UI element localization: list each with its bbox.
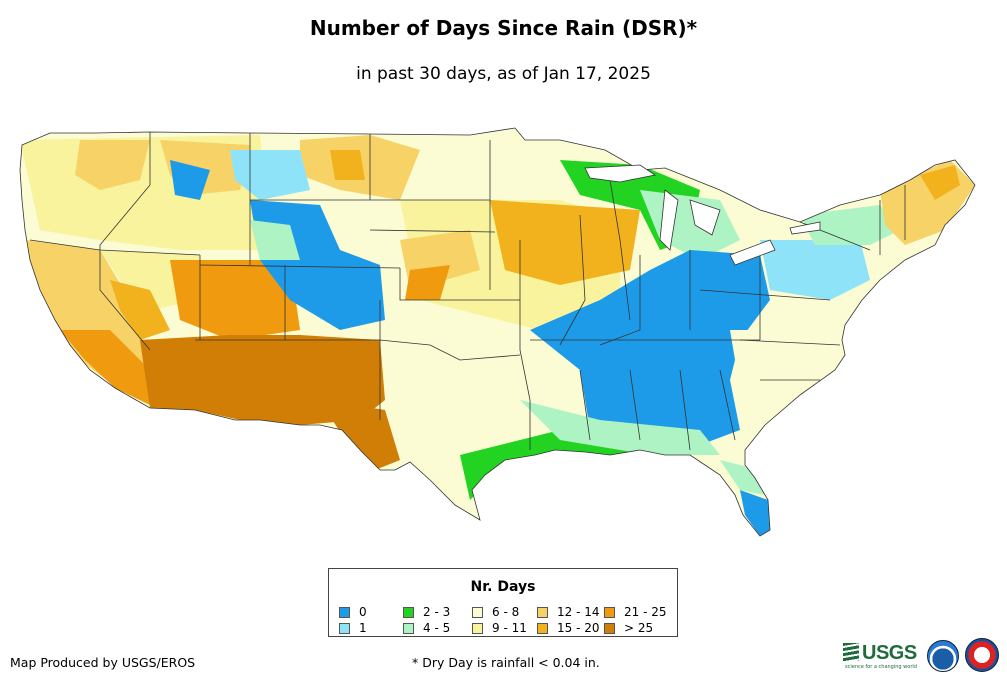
legend-swatch <box>403 622 414 634</box>
legend-item-7: 15 - 20 <box>537 621 600 635</box>
zone-colorado-blue-2 <box>170 160 210 200</box>
legend-label: 15 - 20 <box>557 621 600 635</box>
great-lakes <box>584 164 821 266</box>
usgs-logo: USGS <box>843 642 917 665</box>
zone-ohio-blue <box>530 250 770 445</box>
zone-ca-orange <box>60 330 150 405</box>
zone-ne-mint <box>800 205 900 245</box>
zone-ks-orange <box>405 265 450 300</box>
zone-midwest-gold <box>490 200 640 285</box>
zone-wy-green <box>250 220 300 260</box>
legend-label: 1 <box>359 621 367 635</box>
legend-label: 4 - 5 <box>423 621 451 635</box>
dsr-map <box>19 127 976 537</box>
nws-logo-icon <box>965 638 999 672</box>
zone-ne-lightblue <box>760 240 870 300</box>
zone-gulf-mint <box>520 400 720 455</box>
legend-item-5: 9 - 11 <box>472 621 527 635</box>
legend-item-4: 6 - 8 <box>472 605 519 619</box>
legend-item-9: > 25 <box>604 621 653 635</box>
agency-logos: USGS science for a changing world <box>843 636 1003 676</box>
legend-label: > 25 <box>624 621 654 635</box>
legend-swatch <box>537 622 548 634</box>
legend-title: Nr. Days <box>470 579 536 595</box>
zone-sw-orange <box>170 260 300 340</box>
legend-item-6: 12 - 14 <box>537 605 600 619</box>
legend-label: 0 <box>359 605 367 619</box>
legend-label: 6 - 8 <box>492 605 520 619</box>
legend-swatch <box>604 622 615 634</box>
legend-label: 2 - 3 <box>423 605 451 619</box>
zone-nw-gold <box>75 140 150 190</box>
legend-item-0: 0 <box>339 605 367 619</box>
legend-item-1: 1 <box>339 621 367 635</box>
legend: Nr. Days 0 1 2 - 3 4 - 5 6 - 8 9 - 11 12… <box>328 568 678 637</box>
legend-item-3: 4 - 5 <box>403 621 450 635</box>
dry-day-footnote: * Dry Day is rainfall < 0.04 in. <box>412 655 600 670</box>
zone-ne-gold <box>880 160 975 245</box>
legend-swatch <box>339 606 350 618</box>
zone-atl-yellow <box>730 330 845 420</box>
noaa-logo-icon <box>927 640 959 672</box>
legend-label: 12 - 14 <box>557 605 600 619</box>
zone-fl-blue <box>740 490 770 536</box>
legend-swatch <box>472 606 483 618</box>
legend-swatch <box>537 606 548 618</box>
map-subtitle: in past 30 days, as of Jan 17, 2025 <box>356 64 651 84</box>
map-credit: Map Produced by USGS/EROS <box>10 655 196 670</box>
usgs-wave-icon <box>843 643 859 661</box>
map-title: Number of Days Since Rain (DSR)* <box>309 16 698 40</box>
zone-plains-orange <box>330 150 365 180</box>
zone-ne-orange <box>920 165 960 200</box>
legend-swatch <box>472 622 483 634</box>
legend-item-2: 2 - 3 <box>403 605 450 619</box>
legend-label: 21 - 25 <box>624 605 667 619</box>
legend-swatch <box>339 622 350 634</box>
state-boundaries <box>19 127 976 537</box>
usgs-logo-text: USGS <box>862 642 917 664</box>
zone-nv-orange <box>110 280 170 340</box>
legend-label: 9 - 11 <box>492 621 527 635</box>
legend-swatch <box>604 606 615 618</box>
usgs-tagline: science for a changing world <box>845 664 917 670</box>
legend-swatch <box>403 606 414 618</box>
legend-item-8: 21 - 25 <box>604 605 667 619</box>
